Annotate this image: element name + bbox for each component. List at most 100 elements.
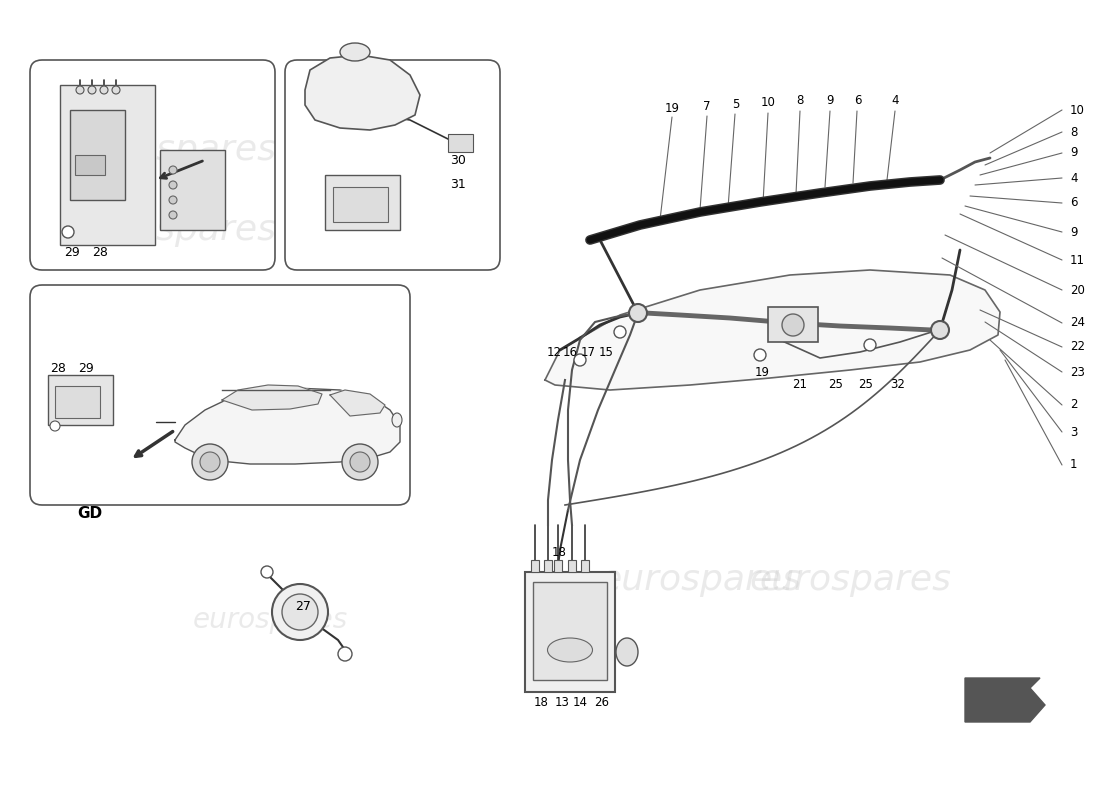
Text: 4: 4: [1070, 171, 1078, 185]
Circle shape: [112, 86, 120, 94]
Circle shape: [338, 647, 352, 661]
Bar: [534, 582, 607, 680]
Text: 28: 28: [50, 362, 66, 374]
Text: 13: 13: [554, 695, 570, 709]
Text: 28: 28: [92, 246, 108, 259]
Text: 5: 5: [733, 98, 739, 110]
Bar: [333, 187, 388, 222]
Text: 3: 3: [1070, 426, 1077, 438]
Text: 4: 4: [891, 94, 899, 106]
Text: 27: 27: [295, 601, 311, 614]
Circle shape: [62, 226, 74, 238]
Text: 6: 6: [855, 94, 861, 106]
Text: 17: 17: [581, 346, 595, 358]
Text: 1: 1: [1070, 458, 1078, 471]
Text: 9: 9: [1070, 146, 1078, 159]
Bar: [768, 307, 818, 342]
Text: 9: 9: [826, 94, 834, 106]
Polygon shape: [965, 678, 1045, 722]
Text: 12: 12: [547, 346, 561, 358]
Circle shape: [192, 444, 228, 480]
Text: 32: 32: [891, 378, 905, 391]
Text: 25: 25: [828, 378, 844, 391]
Bar: [544, 560, 552, 572]
Circle shape: [342, 444, 378, 480]
Text: 10: 10: [760, 95, 775, 109]
Circle shape: [169, 196, 177, 204]
Text: 23: 23: [1070, 366, 1085, 378]
Circle shape: [931, 321, 949, 339]
Circle shape: [200, 452, 220, 472]
Ellipse shape: [392, 413, 402, 427]
Bar: [525, 572, 615, 692]
Text: eurospares: eurospares: [74, 133, 276, 167]
Text: 16: 16: [562, 346, 578, 358]
Bar: [75, 155, 104, 175]
Bar: [448, 134, 473, 152]
Bar: [568, 560, 576, 572]
Circle shape: [100, 86, 108, 94]
Circle shape: [169, 211, 177, 219]
Circle shape: [282, 594, 318, 630]
Text: eurospares: eurospares: [74, 213, 276, 247]
Circle shape: [614, 326, 626, 338]
Text: 29: 29: [78, 362, 94, 374]
Text: eurospares: eurospares: [192, 606, 348, 634]
Circle shape: [261, 566, 273, 578]
Circle shape: [88, 86, 96, 94]
Circle shape: [76, 86, 84, 94]
Text: 20: 20: [1070, 283, 1085, 297]
Text: 18: 18: [534, 695, 549, 709]
Text: 31: 31: [450, 178, 465, 191]
Ellipse shape: [616, 638, 638, 666]
Text: 2: 2: [1070, 398, 1078, 411]
Text: 7: 7: [703, 99, 711, 113]
Text: 15: 15: [598, 346, 614, 358]
Ellipse shape: [548, 638, 593, 662]
Polygon shape: [330, 390, 385, 416]
Text: 6: 6: [1070, 197, 1078, 210]
Circle shape: [574, 354, 586, 366]
Circle shape: [782, 314, 804, 336]
Text: 30: 30: [450, 154, 466, 166]
Bar: [581, 560, 589, 572]
Bar: [60, 85, 155, 245]
Polygon shape: [222, 385, 322, 410]
Circle shape: [754, 349, 766, 361]
Circle shape: [169, 181, 177, 189]
Text: 9: 9: [1070, 226, 1078, 238]
Circle shape: [864, 339, 876, 351]
Text: eurospares: eurospares: [749, 563, 952, 597]
Bar: [554, 560, 562, 572]
Text: GD: GD: [77, 506, 102, 521]
Circle shape: [169, 166, 177, 174]
Ellipse shape: [340, 43, 370, 61]
Text: 11: 11: [1070, 254, 1085, 266]
Text: 19: 19: [755, 366, 770, 378]
Text: 10: 10: [1070, 103, 1085, 117]
Circle shape: [629, 304, 647, 322]
Bar: [70, 110, 125, 200]
Text: 18: 18: [551, 546, 566, 558]
Text: 24: 24: [1070, 317, 1085, 330]
Bar: [48, 375, 113, 425]
Text: 14: 14: [572, 695, 587, 709]
Text: 8: 8: [796, 94, 804, 106]
Polygon shape: [544, 270, 1000, 390]
Bar: [324, 175, 400, 230]
Text: 25: 25: [859, 378, 873, 391]
Circle shape: [350, 452, 370, 472]
Text: 21: 21: [792, 378, 807, 391]
Bar: [160, 150, 226, 230]
Circle shape: [50, 421, 60, 431]
Text: 29: 29: [64, 246, 80, 259]
Circle shape: [272, 584, 328, 640]
Polygon shape: [305, 55, 420, 130]
Text: eurospares: eurospares: [600, 563, 801, 597]
Bar: [531, 560, 539, 572]
Text: 19: 19: [664, 102, 680, 114]
Text: 22: 22: [1070, 341, 1085, 354]
Text: 8: 8: [1070, 126, 1077, 138]
Bar: [55, 386, 100, 418]
Polygon shape: [175, 388, 400, 464]
